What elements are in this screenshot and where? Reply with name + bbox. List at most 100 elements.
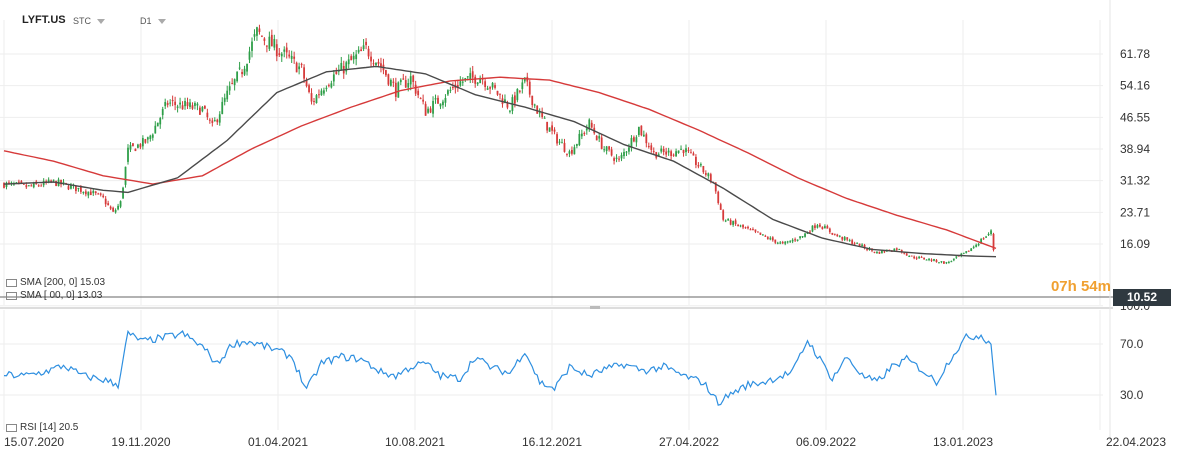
legend-sma100[interactable]: SMA [ 00, 0] 13.03 <box>6 290 102 301</box>
candle-body <box>365 41 367 46</box>
candle-body <box>709 174 712 182</box>
candle-body <box>87 191 90 196</box>
settings-icon[interactable] <box>6 291 17 300</box>
candle-body <box>513 95 516 104</box>
candle-body <box>637 126 640 135</box>
candle-body <box>278 53 281 55</box>
date-tick-label: 19.11.2020 <box>111 435 170 449</box>
rsi-label: RSI [14] 20.5 <box>20 422 79 433</box>
candle-body <box>226 90 229 100</box>
candle-body <box>132 143 134 147</box>
candle-body <box>647 146 650 148</box>
candle-body <box>975 244 978 247</box>
candle-body <box>920 256 923 258</box>
settings-icon[interactable] <box>6 423 17 432</box>
price-tick-label: 46.55 <box>1120 110 1150 124</box>
candle-body <box>866 249 868 251</box>
candle-body <box>15 182 18 184</box>
candle-body <box>588 119 591 130</box>
candle-body <box>228 86 231 91</box>
candle-body <box>308 85 310 93</box>
date-tick-label: 27.04.2022 <box>659 435 719 449</box>
candle-body <box>853 243 856 245</box>
candle-body <box>251 41 253 51</box>
candle-body <box>955 256 958 258</box>
candle-body <box>551 125 553 131</box>
candle-body <box>97 193 100 195</box>
candle-body <box>357 49 360 53</box>
candle-body <box>722 210 725 220</box>
candle-body <box>699 164 702 166</box>
candle-body <box>194 103 196 106</box>
candle-body <box>563 142 566 152</box>
candle-body <box>568 151 571 154</box>
candle-body <box>717 191 720 204</box>
candle-body <box>122 187 124 199</box>
candle-body <box>925 259 928 261</box>
candle-body <box>918 256 921 259</box>
candle-body <box>766 237 769 239</box>
interval-dropdown[interactable]: D1 <box>140 16 166 26</box>
price-tick-label: 54.16 <box>1120 79 1150 93</box>
candle-body <box>893 248 896 252</box>
candle-body <box>538 112 541 114</box>
candle-body <box>355 54 358 60</box>
candle-body <box>521 82 524 89</box>
candle-body <box>303 67 305 79</box>
candle-body <box>903 252 906 254</box>
candle-body <box>466 76 469 78</box>
candle-body <box>608 146 611 150</box>
settings-icon[interactable] <box>6 278 17 287</box>
candle-body <box>856 242 859 244</box>
price-tick-label: 31.32 <box>1120 174 1150 188</box>
candle-body <box>151 134 154 138</box>
candle-body <box>558 141 561 143</box>
candle-body <box>977 243 980 246</box>
candle-body <box>861 244 863 246</box>
instrument-type-dropdown[interactable]: STC <box>73 16 105 26</box>
candle-body <box>196 103 199 106</box>
candle-body <box>84 191 87 195</box>
candle-body <box>439 103 442 107</box>
candle-body <box>685 148 687 153</box>
candle-body <box>848 240 851 242</box>
candle-body <box>633 137 635 142</box>
legend-rsi[interactable]: RSI [14] 20.5 <box>6 422 78 433</box>
candle-body <box>189 102 191 107</box>
candle-body <box>89 191 92 196</box>
interval-label: D1 <box>140 16 152 26</box>
candle-body <box>109 206 112 209</box>
candle-body <box>261 35 263 37</box>
candle-body <box>895 248 898 250</box>
date-tick-label: 22.04.2023 <box>1106 435 1166 449</box>
legend-sma200[interactable]: SMA [200, 0] 15.03 <box>6 277 105 288</box>
candle-body <box>407 83 410 88</box>
candle-body <box>203 105 206 109</box>
candle-body <box>320 90 323 96</box>
candle-body <box>692 153 695 156</box>
chevron-down-icon <box>97 19 105 25</box>
date-tick-label: 16.12.2021 <box>522 435 582 449</box>
candle-body <box>846 237 849 240</box>
candle-body <box>134 148 137 152</box>
candle-body <box>236 71 239 82</box>
candle-body <box>923 257 925 260</box>
candle-body <box>377 61 380 64</box>
candle-body <box>603 149 606 151</box>
candle-body <box>940 261 943 263</box>
candle-body <box>739 225 742 227</box>
candle-body <box>432 100 434 114</box>
candle-body <box>620 154 623 159</box>
candle-body <box>680 148 682 150</box>
candle-body <box>905 253 908 256</box>
candle-body <box>146 137 149 140</box>
candle-body <box>732 221 735 225</box>
candle-body <box>347 59 350 65</box>
candle-body <box>724 220 727 222</box>
candle-body <box>268 36 271 49</box>
candle-body <box>208 119 211 121</box>
candle-body <box>737 224 739 227</box>
candle-body <box>776 242 779 244</box>
candle-body <box>571 149 573 154</box>
candle-body <box>518 90 521 92</box>
